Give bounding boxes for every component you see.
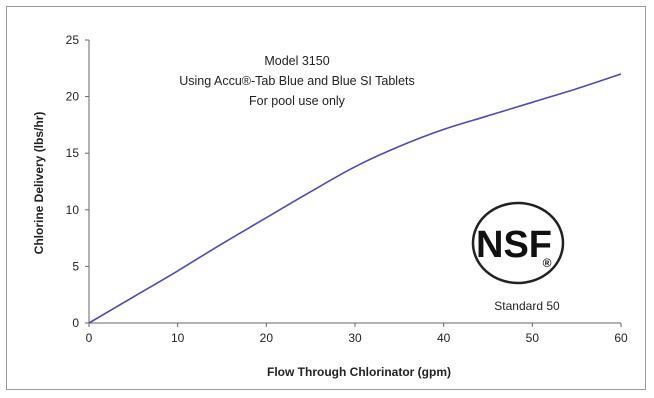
registered-mark: ®: [543, 256, 552, 270]
x-tick-label: 0: [86, 331, 93, 345]
nsf-logo-ring: [471, 201, 565, 285]
y-axis-title: Chlorine Delivery (lbs/hr): [32, 112, 46, 255]
x-tick-label: 60: [614, 331, 628, 345]
annotation-line-3: For pool use only: [249, 94, 346, 108]
x-axis-title: Flow Through Chlorinator (gpm): [267, 365, 451, 379]
series-line: [88, 73, 622, 324]
x-tick-label: 10: [171, 331, 185, 345]
standard-label: Standard 50: [494, 299, 560, 313]
chart-frame: 0 5 10 15 20 25 0 10 20 30 40 50 60 Chlorine Delive…: [6, 6, 646, 390]
x-tick-label: 40: [437, 331, 451, 345]
y-tick-label: 25: [66, 33, 80, 47]
nsf-badge: NSF ® Standard 50: [471, 201, 565, 313]
y-tick-label: 15: [66, 146, 80, 160]
y-tick-label: 0: [72, 316, 79, 330]
y-tick-label: 5: [72, 259, 79, 273]
y-tick-label: 10: [66, 203, 80, 217]
y-axis-ticks: 0 5 10 15 20 25: [66, 33, 89, 330]
y-tick-label: 20: [66, 90, 80, 104]
x-tick-label: 50: [526, 331, 540, 345]
x-tick-label: 20: [260, 331, 274, 345]
chart: 0 5 10 15 20 25 0 10 20 30 40 50 60 Chlorine Delive…: [32, 33, 628, 379]
x-tick-label: 30: [348, 331, 362, 345]
annotation-line-2: Using Accu®-Tab Blue and Blue SI Tablets: [179, 74, 415, 88]
x-axis-ticks: 0 10 20 30 40 50 60: [86, 323, 628, 345]
nsf-logo-text: NSF: [476, 224, 552, 266]
annotation-line-1: Model 3150: [264, 54, 329, 68]
